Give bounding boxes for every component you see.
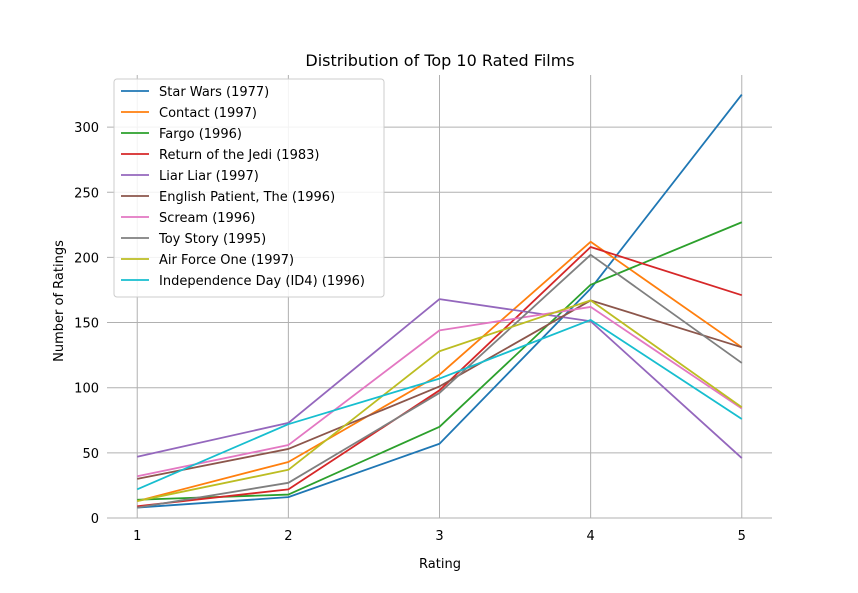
legend-label: Star Wars (1977) bbox=[159, 85, 269, 100]
legend-label: Contact (1997) bbox=[159, 106, 257, 121]
series-line-9 bbox=[137, 299, 743, 502]
series-line-2 bbox=[137, 240, 743, 502]
legend-label: Toy Story (1995) bbox=[158, 232, 266, 247]
x-tick-label: 2 bbox=[284, 529, 292, 544]
legend-label: Liar Liar (1997) bbox=[159, 169, 259, 184]
chart-title: Distribution of Top 10 Rated Films bbox=[305, 51, 574, 70]
y-tick-label: 100 bbox=[74, 382, 99, 397]
x-tick-label: 5 bbox=[738, 529, 746, 544]
y-axis-label: Number of Ratings bbox=[52, 240, 67, 362]
y-tick-label: 250 bbox=[74, 186, 99, 201]
y-tick-label: 150 bbox=[74, 317, 99, 332]
legend-label: Air Force One (1997) bbox=[159, 253, 294, 268]
x-axis-label: Rating bbox=[419, 557, 461, 572]
series-line-7 bbox=[137, 306, 743, 478]
x-tick-label: 3 bbox=[435, 529, 443, 544]
x-tick-label: 1 bbox=[133, 529, 141, 544]
y-tick-label: 50 bbox=[82, 447, 99, 462]
series-line-6 bbox=[137, 299, 743, 480]
y-tick-label: 0 bbox=[91, 512, 99, 527]
legend-label: English Patient, The (1996) bbox=[159, 190, 335, 205]
legend: Star Wars (1977) Contact (1997) Fargo (199… bbox=[113, 78, 385, 298]
legend-label: Return of the Jedi (1983) bbox=[159, 148, 319, 163]
series-line-10 bbox=[136, 319, 743, 491]
y-tick-label: 200 bbox=[74, 251, 99, 266]
series-line-5 bbox=[137, 298, 743, 459]
y-tick-label: 300 bbox=[74, 121, 99, 136]
legend-label: Fargo (1996) bbox=[159, 127, 242, 142]
legend-box bbox=[113, 78, 385, 298]
legend-label: Independence Day (ID4) (1996) bbox=[159, 274, 365, 289]
series-line-1 bbox=[137, 93, 743, 509]
series-lines bbox=[136, 93, 743, 509]
series-line-4 bbox=[137, 246, 743, 508]
legend-label: Scream (1996) bbox=[159, 211, 255, 226]
x-tick-label: 4 bbox=[586, 529, 594, 544]
series-line-8 bbox=[137, 253, 743, 509]
